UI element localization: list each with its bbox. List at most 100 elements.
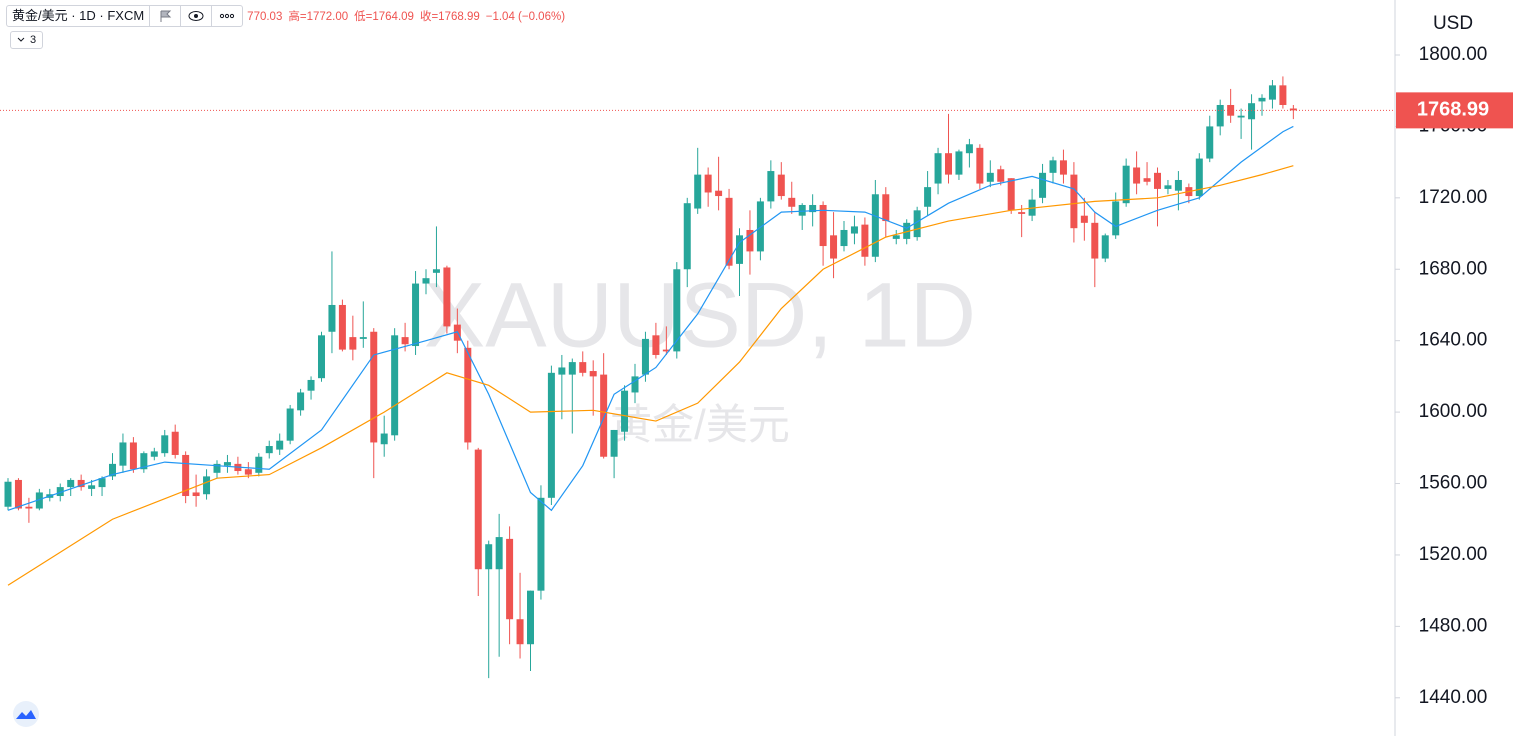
candle-body [1049, 160, 1057, 173]
candle-body [1289, 108, 1297, 111]
candle-body [474, 449, 482, 570]
ohlc-change: −1.04 (−0.06%) [485, 11, 566, 23]
indicator-toggle[interactable]: 3 [10, 31, 44, 49]
candle-body [506, 538, 514, 620]
candle-body [736, 235, 743, 264]
candle-body [840, 229, 848, 247]
candle-body [380, 433, 388, 445]
candle-body [579, 362, 587, 373]
candle-body [558, 367, 566, 375]
symbol[interactable]: 黄金/美元 · 1D · FXCM [7, 6, 151, 26]
moving-average [7, 165, 1294, 586]
y-tick-label: 1800.00 [1419, 44, 1488, 65]
candle-body [777, 174, 785, 197]
candle-body [965, 144, 973, 154]
logo [13, 701, 39, 727]
candle-body [1101, 235, 1109, 259]
candle-body [422, 278, 430, 284]
candle-body [631, 376, 639, 393]
flag-button[interactable] [150, 6, 182, 26]
candle-body [537, 497, 545, 591]
candle-body [349, 337, 357, 350]
candle-body [119, 442, 127, 466]
candle-body [568, 362, 576, 375]
candle-body [56, 487, 64, 497]
candle-body [1154, 172, 1161, 189]
candle-body [67, 479, 75, 488]
candle-body [913, 210, 921, 238]
y-tick-label: 1680.00 [1419, 258, 1488, 279]
price-tag [1396, 92, 1513, 129]
candle-body [1248, 103, 1256, 120]
candle-body [871, 194, 879, 257]
candle-body [892, 235, 900, 239]
candle-body [715, 190, 723, 197]
candle-body [997, 169, 1005, 182]
candle-body [976, 147, 984, 184]
candle-body [464, 347, 472, 443]
ohlc: 770.03 高=1772.00 低=1764.09 收=1768.99 −1.04 (… [247, 8, 571, 24]
ohlc-close: 收=1768.99 [419, 11, 480, 23]
watermark-subtitle: 黄金/美元 [610, 401, 790, 448]
candle-body [652, 335, 660, 355]
candle-body [182, 454, 190, 497]
y-axis-label: USD [1433, 13, 1473, 34]
more-button[interactable] [212, 6, 242, 26]
candle-body [1039, 172, 1047, 198]
candle-body [1174, 179, 1182, 191]
candle-body [850, 226, 858, 234]
candle-body [756, 201, 764, 252]
candle-body [934, 153, 942, 184]
y-tick-label: 1440.00 [1419, 687, 1488, 708]
candle-body [161, 435, 169, 454]
candle-body [412, 283, 420, 347]
candle-body [924, 187, 932, 207]
y-tick-label: 1720.00 [1419, 187, 1488, 208]
candle-body [683, 203, 691, 270]
candle-body [694, 174, 702, 209]
watermark: XAUUSD, 1D [424, 264, 976, 366]
candle-body [244, 469, 252, 475]
candle-body [286, 408, 294, 441]
candle-body [495, 537, 503, 570]
candle-body [4, 481, 12, 507]
candle-body [307, 379, 315, 391]
candle-body [1258, 97, 1266, 102]
candle-body [109, 463, 116, 477]
candle-body [903, 222, 911, 239]
candle-body [798, 204, 806, 216]
candle-body [1070, 174, 1078, 229]
y-axis: 1440.00 1480.00 1520.00 1560.00 1600.00 1640.… [1395, 44, 1487, 708]
candle-body [328, 304, 336, 332]
candle-body [192, 492, 200, 497]
candle-body [338, 304, 346, 350]
candle-body [255, 456, 263, 473]
candle-body [370, 331, 378, 443]
candle-body [704, 174, 712, 193]
candle-body [610, 429, 618, 457]
candle-body [1143, 178, 1151, 182]
y-tick-label: 1600.00 [1419, 401, 1488, 422]
candle-body [14, 479, 22, 509]
candle-body [432, 269, 440, 273]
eye-button[interactable] [181, 6, 213, 26]
candle-body [819, 204, 827, 247]
y-tick-label: 1520.00 [1419, 544, 1488, 565]
y-tick-label: 1640.00 [1419, 330, 1488, 351]
candle-body [77, 479, 85, 488]
candle-body [1122, 165, 1130, 204]
candle-body [955, 151, 963, 175]
candle-body [213, 463, 221, 473]
candle-body [318, 335, 325, 379]
candle-body [25, 506, 33, 509]
candle-body [621, 390, 629, 432]
candle-body [673, 269, 681, 352]
candle-body [401, 337, 409, 345]
candle-body [1080, 215, 1088, 223]
candle-body [1279, 85, 1287, 105]
candle-body [746, 229, 754, 252]
candle-body [1268, 85, 1276, 100]
candle-body [203, 476, 211, 495]
candle-body [1112, 201, 1120, 236]
